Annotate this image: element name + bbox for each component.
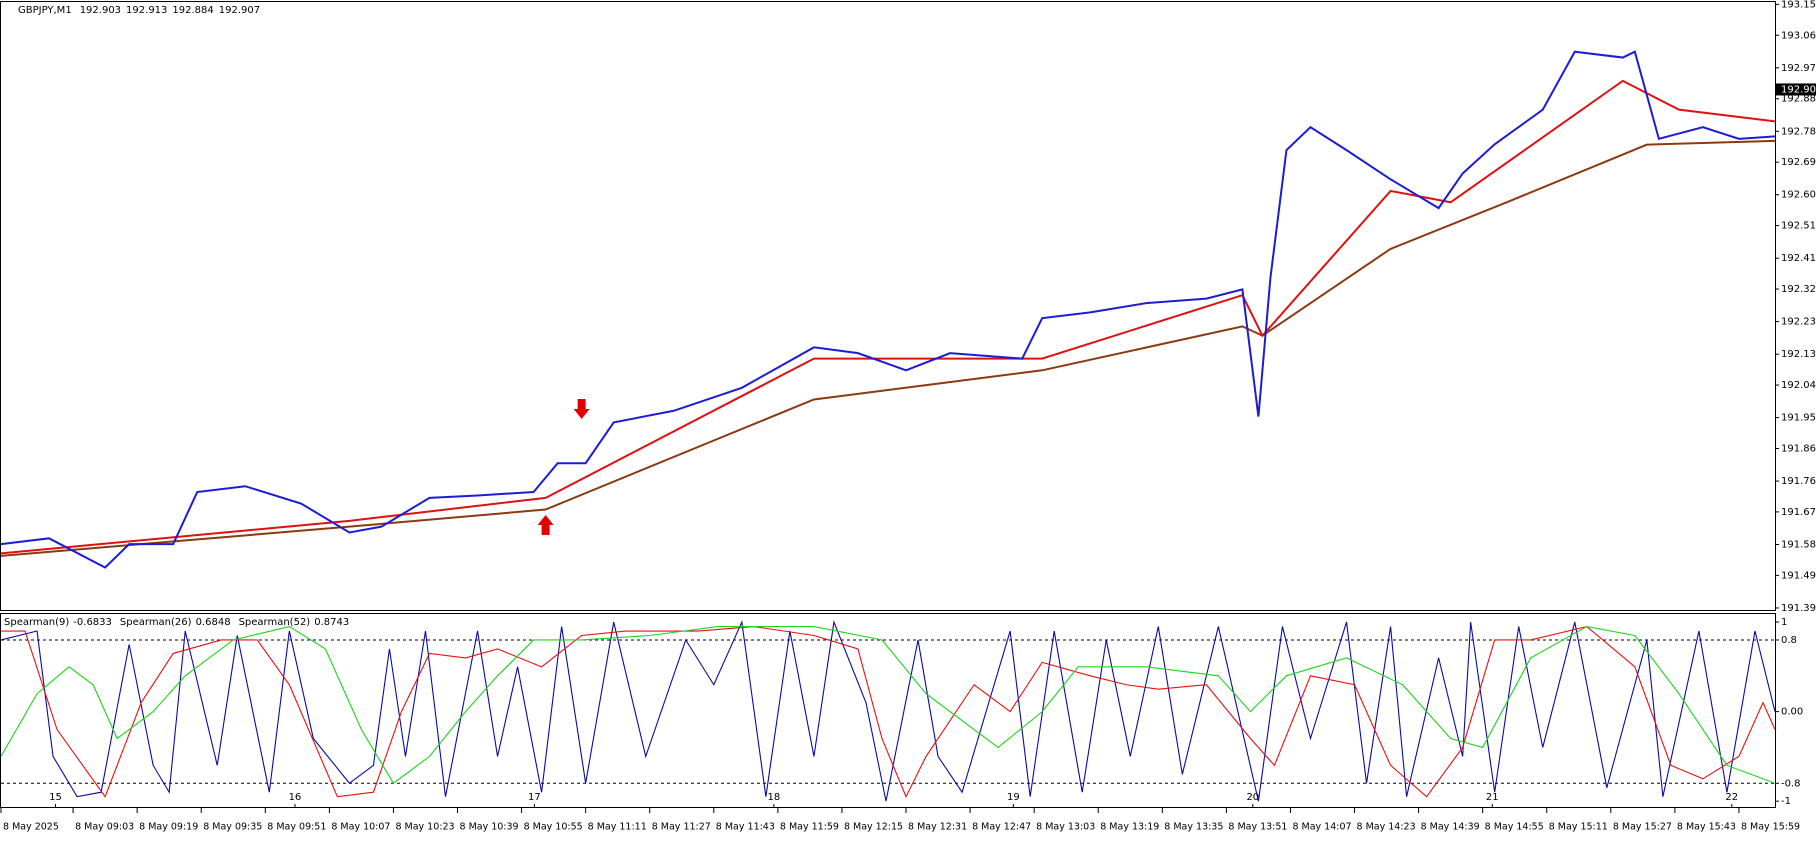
x-tick-label: 8 May 10:07	[331, 822, 390, 833]
x-tick-label: 8 May 13:19	[1100, 822, 1159, 833]
x-tick-label: 8 May 10:23	[395, 822, 454, 833]
y-tick-label: 192.230	[1781, 317, 1816, 328]
y-tick-label: 191.765	[1781, 476, 1816, 487]
y-tick-label: 0.8	[1781, 635, 1797, 646]
y-tick-label: 192.970	[1781, 63, 1816, 74]
series-line	[0, 619, 1776, 802]
y-tick-label: 192.880	[1781, 94, 1816, 105]
y-tick-label: 191.490	[1781, 570, 1816, 581]
y-tick-label: 192.415	[1781, 253, 1816, 264]
y-tick-label: 191.860	[1781, 443, 1816, 454]
x-tick-label: 21	[1486, 792, 1499, 803]
x-tick-label: 17	[528, 792, 541, 803]
x-tick-label: 8 May 2025	[3, 822, 59, 833]
quote-value: 192.884	[172, 5, 213, 16]
x-tick-label: 19	[1007, 792, 1020, 803]
series-line	[0, 139, 1776, 557]
x-tick-label: 8 May 11:43	[716, 822, 775, 833]
y-tick-label: 193.065	[1781, 30, 1816, 41]
series-line	[0, 625, 1776, 785]
x-tick-label: 8 May 09:19	[139, 822, 198, 833]
x-tick-label: 8 May 09:03	[75, 822, 134, 833]
x-tick-label: 8 May 14:39	[1421, 822, 1480, 833]
x-tick-label: 16	[289, 792, 302, 803]
y-tick-label: 192.045	[1781, 380, 1816, 391]
x-tick-label: 8 May 12:47	[972, 822, 1031, 833]
y-tick-label: 191.580	[1781, 540, 1816, 551]
x-tick-label: 8 May 13:35	[1164, 822, 1223, 833]
y-tick-label: 192.785	[1781, 126, 1816, 137]
quote-value: 192.903	[80, 5, 121, 16]
x-tick-label: 8 May 12:31	[908, 822, 967, 833]
legend-name: Spearman(52)	[239, 617, 311, 628]
x-tick-label: 8 May 12:15	[844, 822, 903, 833]
y-tick-label: 191.950	[1781, 413, 1816, 424]
x-tick-label: 8 May 11:59	[780, 822, 839, 833]
current-price-box	[1776, 83, 1816, 96]
legend-value: -0.6833	[73, 617, 112, 628]
x-tick-label: 8 May 14:07	[1292, 822, 1351, 833]
x-tick-label: 20	[1246, 792, 1259, 803]
x-tick-label: 8 May 14:55	[1485, 822, 1544, 833]
y-tick-label: 191.675	[1781, 507, 1816, 518]
x-tick-label: 8 May 15:59	[1741, 822, 1800, 833]
y-tick-label: 192.325	[1781, 284, 1816, 295]
y-tick-label: 192.135	[1781, 349, 1816, 360]
current-price-label: 192.907	[1781, 84, 1816, 95]
y-tick-label: 192.510	[1781, 221, 1816, 232]
symbol: GBPJPY,M1	[18, 5, 72, 16]
y-tick-label: 191.395	[1781, 603, 1816, 614]
y-tick-label: 0.00	[1781, 707, 1803, 718]
x-tick-label: 8 May 13:03	[1036, 822, 1095, 833]
legend-name: Spearman(9)	[4, 617, 69, 628]
x-tick-label: 8 May 09:35	[203, 822, 262, 833]
y-tick-label: 192.600	[1781, 190, 1816, 201]
series-line	[1, 625, 1776, 799]
x-tick-label: 15	[49, 792, 62, 803]
x-tick-label: 8 May 11:11	[588, 822, 647, 833]
series-line	[0, 79, 1776, 555]
sell-arrow	[573, 398, 590, 419]
y-tick-label: 1	[1781, 617, 1787, 628]
quote-value: 192.913	[126, 5, 167, 16]
indicator-legend: Spearman(9) -0.6833 Spearman(26) 0.6848 Spea…	[4, 617, 349, 628]
series-line	[0, 50, 1776, 569]
y-tick-label: -1	[1781, 796, 1791, 807]
main-frame	[0, 1, 1776, 611]
y-tick-label: 192.695	[1781, 157, 1816, 168]
legend-value: 0.6848	[196, 617, 231, 628]
quote-value: 192.907	[219, 5, 260, 16]
buy-arrow	[537, 515, 554, 536]
legend-value: 0.8743	[314, 617, 349, 628]
x-tick-label: 8 May 11:27	[652, 822, 711, 833]
x-tick-label: 8 May 10:55	[524, 822, 583, 833]
y-tick-label: -0.8	[1781, 778, 1801, 789]
x-tick-label: 8 May 14:23	[1357, 822, 1416, 833]
x-tick-label: 8 May 15:11	[1549, 822, 1608, 833]
x-tick-label: 8 May 09:51	[267, 822, 326, 833]
x-tick-label: 8 May 15:43	[1677, 822, 1736, 833]
x-tick-label: 8 May 15:27	[1613, 822, 1672, 833]
x-tick-label: 8 May 10:39	[460, 822, 519, 833]
x-tick-label: 22	[1725, 792, 1738, 803]
x-tick-label: 18	[768, 792, 781, 803]
x-tick-label: 8 May 13:51	[1228, 822, 1287, 833]
y-tick-label: 193.155	[1781, 0, 1816, 10]
legend-name: Spearman(26)	[120, 617, 192, 628]
indicator-frame	[0, 613, 1776, 808]
